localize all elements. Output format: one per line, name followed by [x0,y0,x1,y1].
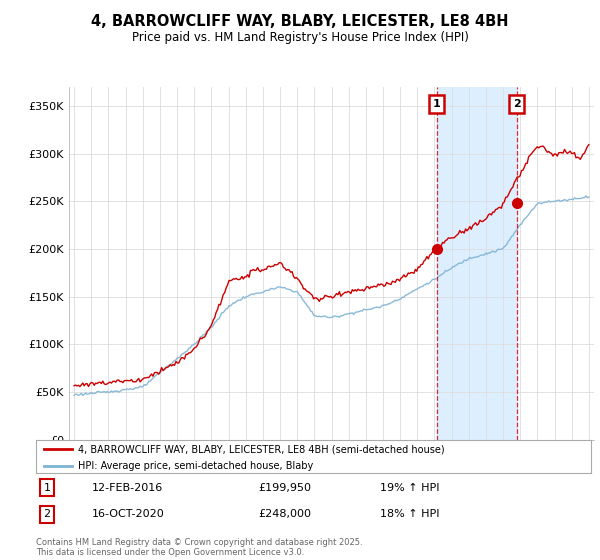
Text: 4, BARROWCLIFF WAY, BLABY, LEICESTER, LE8 4BH: 4, BARROWCLIFF WAY, BLABY, LEICESTER, LE… [91,14,509,29]
Text: 1: 1 [44,483,50,493]
Text: HPI: Average price, semi-detached house, Blaby: HPI: Average price, semi-detached house,… [77,461,313,471]
Text: 1: 1 [433,99,440,109]
Bar [437,87,517,440]
Text: £199,950: £199,950 [258,483,311,493]
Text: 4, BARROWCLIFF WAY, BLABY, LEICESTER, LE8 4BH (semi-detached house): 4, BARROWCLIFF WAY, BLABY, LEICESTER, LE… [77,444,444,454]
Text: £248,000: £248,000 [258,509,311,519]
Text: Price paid vs. HM Land Registry's House Price Index (HPI): Price paid vs. HM Land Registry's House … [131,31,469,44]
Text: 19% ↑ HPI: 19% ↑ HPI [380,483,440,493]
Text: Contains HM Land Registry data © Crown copyright and database right 2025.
This d: Contains HM Land Registry data © Crown c… [36,538,362,557]
Text: 2: 2 [513,99,520,109]
Text: 2: 2 [44,509,50,519]
Text: 12-FEB-2016: 12-FEB-2016 [92,483,163,493]
Text: 18% ↑ HPI: 18% ↑ HPI [380,509,440,519]
Text: 16-OCT-2020: 16-OCT-2020 [92,509,164,519]
